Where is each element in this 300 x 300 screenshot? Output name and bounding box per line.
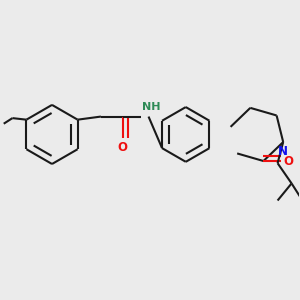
Text: O: O xyxy=(118,141,128,154)
Text: N: N xyxy=(278,145,288,158)
Text: O: O xyxy=(283,154,293,167)
Text: NH: NH xyxy=(142,102,161,112)
